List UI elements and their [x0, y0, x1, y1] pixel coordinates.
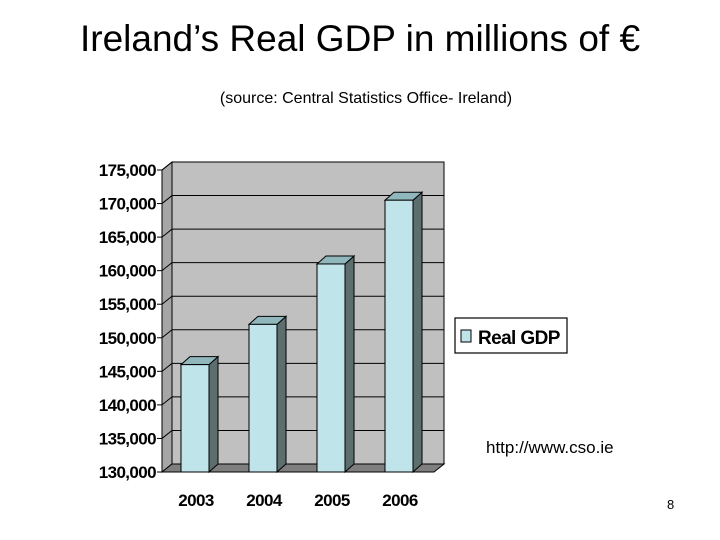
bar-front [384, 199, 414, 473]
y-tick-label: 160,000 [99, 262, 156, 281]
y-tick-label: 130,000 [99, 463, 156, 482]
bar-front [248, 323, 278, 473]
bar-front [316, 263, 346, 473]
legend: Real GDP [454, 317, 568, 354]
y-tick-label: 150,000 [99, 329, 156, 348]
gridline [161, 195, 444, 204]
y-tick-label: 145,000 [99, 362, 156, 381]
bar [179, 355, 220, 474]
y-tick-label: 175,000 [99, 161, 156, 180]
source-url: http://www.cso.ie [486, 438, 614, 457]
y-tick-label: 170,000 [99, 195, 156, 214]
bar-side [412, 191, 423, 474]
bar-side [208, 355, 219, 474]
slide-subtitle: (source: Central Statistics Office- Irel… [219, 90, 513, 107]
y-tick-label: 155,000 [99, 295, 156, 314]
slide-title: Ireland’s Real GDP in millions of € [79, 18, 641, 59]
y-tick-label: 165,000 [99, 228, 156, 247]
legend-swatch [460, 329, 472, 343]
legend-label: Real GDP [478, 328, 561, 349]
y-tick-label: 135,000 [99, 429, 156, 448]
bar-side [344, 254, 355, 474]
bar-front [180, 364, 210, 473]
gridline [161, 228, 444, 238]
bar [315, 254, 356, 474]
chart-side-wall [161, 160, 173, 474]
x-tick-label: 2004 [246, 491, 283, 510]
bar-side [276, 315, 287, 474]
bar [383, 191, 424, 474]
slide-number: 8 [667, 497, 675, 512]
x-tick-label: 2005 [314, 491, 350, 510]
bar [247, 315, 288, 474]
legend-box [454, 317, 568, 354]
x-tick-label: 2006 [382, 491, 418, 510]
gridline [161, 161, 444, 171]
y-tick-label: 140,000 [99, 396, 156, 415]
x-tick-label: 2003 [178, 491, 214, 510]
